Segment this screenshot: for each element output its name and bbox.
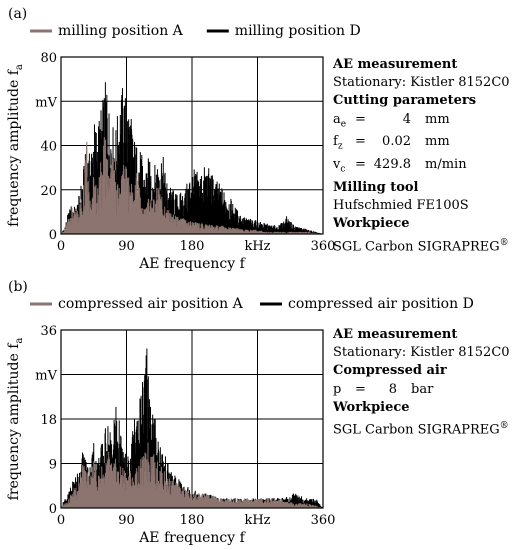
x-tick-label: 90: [118, 239, 135, 254]
x-tick-label: 180: [180, 239, 205, 254]
x-tick-label: 180: [180, 513, 205, 528]
param-value: 4: [402, 111, 411, 127]
y-unit-label: mV: [35, 369, 57, 384]
info-panel-a: AE measurement Stationary: Kistler 8152C…: [333, 56, 510, 256]
param-unit: bar: [411, 381, 434, 397]
param-symbol: p: [333, 381, 342, 397]
info-heading: Workpiece: [333, 399, 410, 415]
param-value: 8: [388, 381, 397, 397]
legend-entry-a: compressed air position A: [58, 296, 244, 312]
panel-label: (a): [8, 6, 27, 22]
x-tick-label: 360: [311, 239, 336, 254]
panel-label: (b): [8, 279, 28, 295]
param-eq: =: [355, 157, 366, 173]
y-tick-label: 20: [40, 184, 57, 199]
param-row-p: p = 8 bar: [333, 381, 510, 399]
info-line: Stationary: Kistler 8152C0: [333, 75, 510, 91]
info-heading: AE measurement: [333, 57, 458, 72]
info-line: Hufschmied FE100S: [333, 198, 469, 214]
y-tick-label: 0: [49, 228, 57, 243]
x-tick-label: 360: [311, 513, 336, 528]
param-unit: mm: [425, 111, 450, 127]
x-axis-label: AE frequency f: [138, 530, 246, 546]
param-eq: =: [355, 134, 366, 150]
param-eq: =: [355, 111, 366, 127]
y-tick-label: 36: [40, 324, 57, 339]
param-row-fz: fz = 0.02 mm: [333, 133, 510, 156]
info-panel-b: AE measurement Stationary: Kistler 8152C…: [333, 326, 510, 440]
info-heading: Compressed air: [333, 363, 447, 379]
y-axis-label: frequency amplitude fa: [6, 338, 25, 501]
y-unit-label: mV: [35, 95, 57, 110]
info-line: SGL Carbon SIGRAPREG®: [333, 421, 509, 438]
x-axis-label: AE frequency f: [138, 256, 246, 272]
y-axis-label: frequency amplitude fa: [6, 64, 25, 227]
legend-entry-a: milling position A: [58, 23, 184, 39]
x-unit-label: kHz: [244, 513, 270, 528]
param-value: 0.02: [382, 134, 411, 150]
series-spectrum-a: [60, 442, 324, 508]
x-unit-label: kHz: [244, 239, 270, 254]
param-row-ae: ae = 4 mm: [333, 111, 510, 134]
info-heading: Milling tool: [333, 180, 419, 195]
plot-frame: [60, 329, 324, 509]
legend-entry-d: compressed air position D: [288, 296, 474, 312]
info-heading: Workpiece: [333, 216, 410, 232]
param-symbol: ae: [333, 111, 347, 130]
x-tick-label: 90: [118, 513, 135, 528]
plot-frame: [60, 56, 324, 235]
param-eq: =: [355, 381, 366, 397]
y-tick-label: 0: [49, 502, 57, 517]
info-line: SGL Carbon SIGRAPREG®: [333, 237, 509, 254]
legend-entry-d: milling position D: [235, 23, 361, 39]
y-tick-label: 9: [49, 458, 57, 473]
x-tick-label: 0: [57, 513, 65, 528]
y-tick-label: 18: [40, 413, 57, 428]
param-symbol: vc: [333, 157, 346, 175]
param-row-vc: vc = 429.8 m/min: [333, 156, 510, 179]
info-heading: Cutting parameters: [333, 93, 477, 109]
y-tick-label: 40: [40, 140, 57, 155]
x-tick-label: 0: [57, 239, 65, 254]
param-unit: mm: [425, 134, 450, 150]
param-value: 429.8: [373, 157, 411, 173]
chart-panel-b: (b) compressed air position A compressed a…: [6, 279, 474, 546]
y-tick-label: 80: [40, 51, 57, 66]
info-heading: AE measurement: [333, 327, 458, 342]
param-unit: m/min: [425, 157, 467, 173]
info-line: Stationary: Kistler 8152C0: [333, 345, 510, 361]
chart-panel-a: (a) milling position A milling position D 0…: [6, 6, 361, 272]
param-symbol: fz: [333, 134, 343, 152]
